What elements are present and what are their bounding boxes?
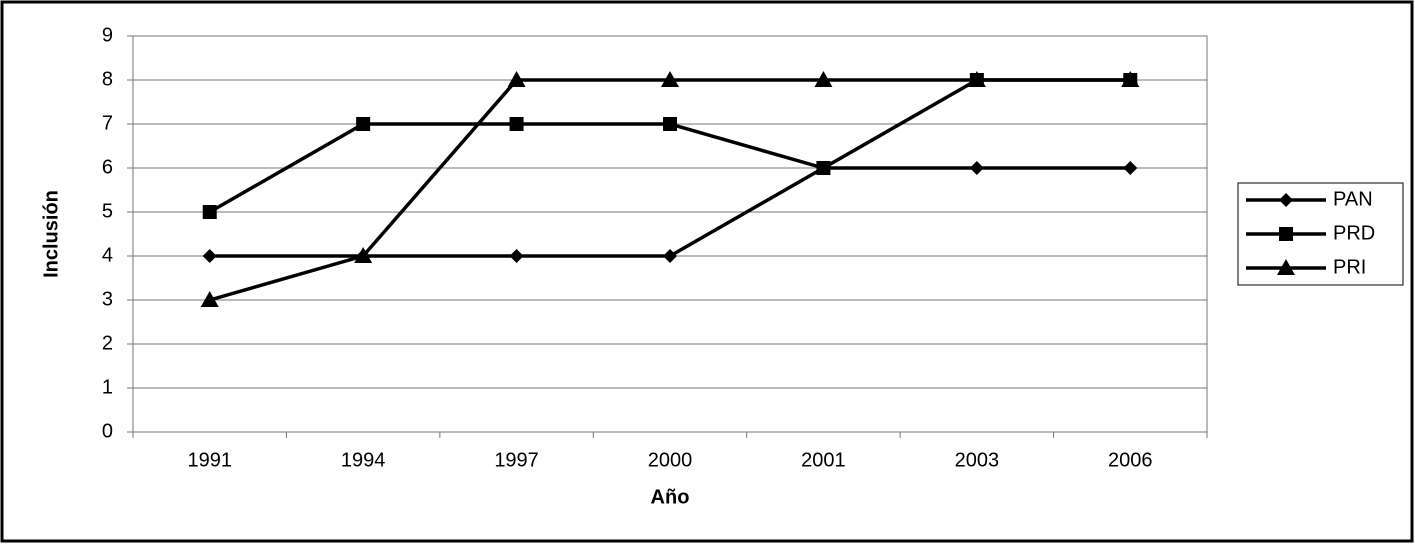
marker (1121, 71, 1140, 87)
marker (509, 117, 524, 131)
marker (202, 249, 217, 263)
marker (1123, 161, 1138, 175)
x-tick-label: 2006 (1108, 449, 1153, 471)
marker (200, 291, 219, 307)
y-tick-label: 6 (102, 156, 113, 178)
marker (507, 71, 526, 87)
legend-label: PRI (1333, 256, 1366, 278)
marker (663, 117, 677, 131)
y-tick-label: 9 (102, 24, 113, 46)
y-tick-label: 2 (102, 332, 113, 354)
y-tick-label: 1 (102, 376, 113, 398)
marker (816, 161, 831, 175)
x-tick-label: 2000 (648, 449, 693, 471)
legend-label: PRD (1333, 222, 1375, 244)
y-tick-label: 7 (102, 112, 113, 134)
marker (1277, 259, 1295, 275)
x-tick-label: 1991 (187, 449, 232, 471)
y-tick-label: 0 (102, 420, 113, 442)
marker (1279, 193, 1293, 207)
marker (1279, 227, 1293, 241)
marker (356, 117, 371, 131)
y-axis-label: Inclusión (40, 190, 62, 278)
x-axis-label: Año (651, 486, 690, 508)
y-tick-label: 5 (102, 200, 113, 222)
x-tick-label: 1997 (494, 449, 539, 471)
marker (967, 71, 986, 87)
marker (202, 205, 217, 219)
marker (814, 71, 833, 87)
plot-frame (132, 35, 1208, 433)
marker (509, 249, 524, 263)
y-tick-label: 4 (102, 244, 113, 266)
marker (661, 71, 679, 87)
y-tick-label: 8 (102, 68, 113, 90)
marker (663, 249, 677, 263)
marker (354, 247, 373, 263)
x-tick-label: 2003 (955, 449, 1000, 471)
marker (969, 161, 984, 175)
x-tick-label: 1994 (341, 449, 386, 471)
legend-label: PAN (1333, 188, 1373, 210)
y-tick-label: 3 (102, 288, 113, 310)
x-tick-label: 2001 (801, 449, 846, 471)
